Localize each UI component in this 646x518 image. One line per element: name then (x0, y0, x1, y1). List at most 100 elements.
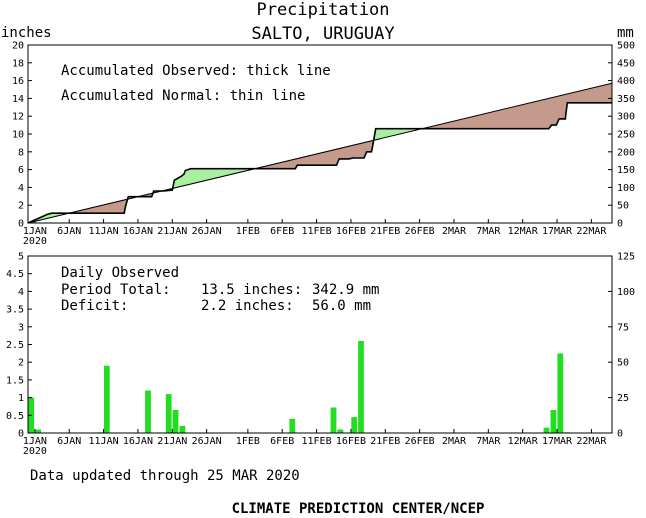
x-tick-label: 7MAR (476, 226, 501, 237)
top-right-tick-label: 150 (617, 165, 635, 176)
daily-bar (103, 365, 110, 433)
daily-bar (35, 429, 41, 433)
daily-bar (145, 390, 151, 433)
x-tick-label: 1FEB (236, 436, 260, 447)
daily-bar (179, 425, 186, 433)
x-tick-label: 6JAN (57, 436, 81, 447)
bottom-left-tick-label: 0.5 (6, 411, 24, 422)
bottom-right-tick-label: 100 (617, 287, 635, 298)
x-tick-year-label: 2020 (23, 236, 47, 247)
legend-observed: Accumulated Observed: thick line (61, 63, 331, 79)
x-tick-label: 22MAR (576, 226, 607, 237)
left-unit-label: inches (1, 25, 52, 41)
x-tick-label: 17MAR (542, 436, 573, 447)
x-tick-label: 1JAN (23, 436, 47, 447)
top-right-tick-label: 0 (617, 219, 623, 230)
x-tick-label: 21JAN (157, 436, 187, 447)
x-tick-label: 16FEB (336, 226, 366, 237)
x-tick-label: 16JAN (123, 226, 153, 237)
top-left-tick-label: 8 (18, 147, 24, 158)
x-tick-label: 26JAN (192, 436, 222, 447)
bottom-left-tick-label: 2 (18, 358, 24, 369)
x-tick-label: 21FEB (370, 226, 400, 237)
surplus-area-6 (172, 168, 255, 189)
top-left-tick-label: 6 (18, 165, 24, 176)
daily-bar (172, 410, 179, 433)
chart-title: Precipitation (256, 0, 389, 20)
accumulated-precip-chart: 0246810121416182005010015020025030035040… (12, 41, 635, 248)
daily-bar (351, 417, 358, 433)
period-total-inches: 13.5 inches: (201, 282, 302, 298)
x-tick-label: 11JAN (89, 436, 119, 447)
legend-normal: Accumulated Normal: thin line (61, 88, 305, 104)
bottom-right-tick-label: 50 (617, 358, 629, 369)
surplus-area-8 (373, 128, 423, 141)
bottom-left-tick-label: 4.5 (6, 269, 24, 280)
x-tick-label: 1JAN (23, 226, 47, 237)
top-right-tick-label: 100 (617, 183, 635, 194)
top-right-tick-label: 200 (617, 147, 635, 158)
top-left-tick-label: 2 (18, 201, 24, 212)
credit-line: CLIMATE PREDICTION CENTER/NCEP (232, 501, 485, 517)
bottom-left-tick-label: 4 (18, 287, 24, 298)
bottom-left-tick-label: 1.5 (6, 375, 24, 386)
top-right-tick-label: 400 (617, 76, 635, 87)
top-left-tick-label: 14 (12, 94, 24, 105)
top-left-tick-label: 10 (12, 130, 24, 141)
deficit-label: Deficit: (61, 298, 128, 314)
x-tick-label: 11FEB (302, 436, 332, 447)
top-left-tick-label: 4 (18, 183, 24, 194)
x-tick-label: 21FEB (370, 436, 400, 447)
daily-bar (358, 341, 364, 433)
x-tick-label: 11JAN (89, 226, 119, 237)
x-tick-label: 21JAN (157, 226, 187, 237)
x-tick-label: 16JAN (123, 436, 153, 447)
deficit-inches: 2.2 inches: (201, 298, 294, 314)
observed-accumulation-line (27, 102, 612, 224)
x-tick-label: 11FEB (302, 226, 332, 237)
x-tick-label: 26JAN (192, 226, 222, 237)
x-tick-label: 2MAR (442, 226, 467, 237)
daily-bar (550, 410, 557, 433)
x-tick-label: 16FEB (336, 436, 366, 447)
daily-bar (543, 427, 550, 433)
top-right-tick-label: 450 (617, 58, 635, 69)
top-left-tick-label: 16 (12, 76, 24, 87)
bottom-left-tick-label: 1 (18, 393, 24, 404)
x-tick-label: 22MAR (576, 436, 607, 447)
daily-precip-chart: 00.511.522.533.544.5502550751001251JAN20… (6, 252, 635, 458)
bottom-right-tick-label: 125 (617, 252, 635, 263)
deficit-mm: 56.0 mm (312, 298, 371, 314)
bottom-left-tick-label: 3.5 (6, 305, 24, 316)
x-tick-label: 1FEB (236, 226, 260, 237)
x-tick-label: 17MAR (542, 226, 573, 237)
right-unit-label: mm (617, 25, 634, 41)
top-right-tick-label: 500 (617, 41, 635, 52)
bottom-left-tick-label: 0 (18, 429, 24, 440)
top-left-tick-label: 20 (12, 41, 24, 52)
chart-subtitle: SALTO, URUGUAY (251, 24, 394, 44)
top-right-tick-label: 250 (617, 130, 635, 141)
x-tick-label: 12MAR (508, 226, 539, 237)
daily-bar (289, 418, 296, 433)
x-tick-label: 2MAR (442, 436, 467, 447)
bottom-right-tick-label: 75 (617, 322, 629, 333)
daily-bar (165, 394, 172, 433)
top-left-tick-label: 12 (12, 112, 24, 123)
bottom-left-tick-label: 2.5 (6, 340, 24, 351)
top-right-tick-label: 350 (617, 94, 635, 105)
x-tick-label: 26FEB (405, 226, 435, 237)
bottom-right-tick-label: 0 (617, 429, 623, 440)
x-tick-year-label: 2020 (23, 446, 47, 457)
daily-bar (557, 353, 564, 433)
top-right-tick-label: 50 (617, 201, 629, 212)
period-total-label: Period Total: (61, 282, 171, 298)
x-tick-label: 12MAR (508, 436, 539, 447)
data-updated-note: Data updated through 25 MAR 2020 (30, 468, 300, 484)
bottom-right-tick-label: 25 (617, 393, 629, 404)
x-tick-label: 6FEB (270, 226, 294, 237)
daily-legend-title: Daily Observed (61, 265, 179, 281)
top-left-tick-label: 0 (18, 219, 24, 230)
x-tick-label: 7MAR (476, 436, 501, 447)
